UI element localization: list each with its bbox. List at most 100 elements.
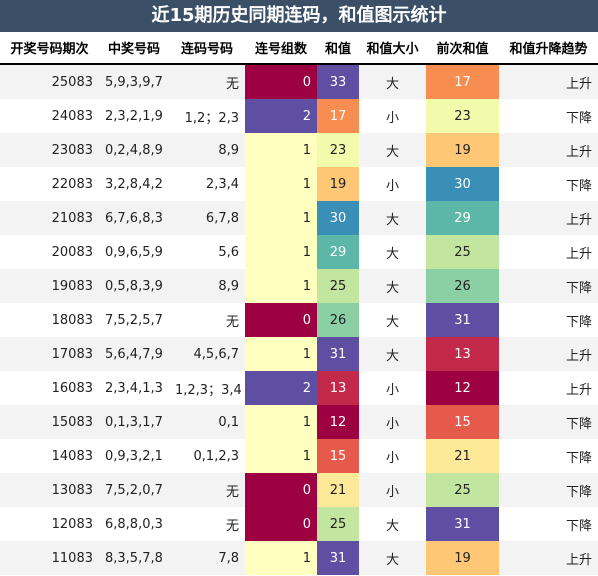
header-size: 和值大小 (359, 32, 426, 65)
cell-prev-sum: 29 (426, 201, 499, 235)
cell-issue: 24083 (0, 99, 99, 133)
header-issue: 开奖号码期次 (0, 32, 99, 65)
cell-size: 大 (359, 507, 426, 541)
cell-numbers: 0,5,8,3,9 (99, 269, 169, 303)
header-prev-sum: 前次和值 (426, 32, 499, 65)
cell-prev-sum: 31 (426, 303, 499, 337)
table-row: 11083 8,3,5,7,8 7,8 1 31 大 19 上升 (0, 541, 598, 575)
table-row: 22083 3,2,8,4,2 2,3,4 1 19 小 30 下降 (0, 167, 598, 201)
cell-consecutive: 0,1 (169, 405, 245, 439)
cell-consecutive: 0,1,2,3 (169, 439, 245, 473)
table-row: 19083 0,5,8,3,9 8,9 1 25 大 26 下降 (0, 269, 598, 303)
cell-consecutive: 1,2；2,3 (169, 99, 245, 133)
cell-consecutive: 1,2,3；3,4 (169, 371, 245, 405)
cell-groups: 0 (245, 473, 317, 507)
header-row: 开奖号码期次 中奖号码 连码号码 连号组数 和值 和值大小 前次和值 和值升降趋… (0, 32, 598, 65)
cell-size: 小 (359, 405, 426, 439)
cell-sum: 17 (317, 99, 359, 133)
cell-issue: 21083 (0, 201, 99, 235)
cell-numbers: 5,9,3,9,7 (99, 64, 169, 99)
cell-groups: 1 (245, 167, 317, 201)
cell-size: 大 (359, 303, 426, 337)
table-row: 17083 5,6,4,7,9 4,5,6,7 1 31 大 13 上升 (0, 337, 598, 371)
cell-prev-sum: 15 (426, 405, 499, 439)
cell-sum: 29 (317, 235, 359, 269)
cell-prev-sum: 19 (426, 133, 499, 167)
table-row: 14083 0,9,3,2,1 0,1,2,3 1 15 小 21 下降 (0, 439, 598, 473)
header-consecutive: 连码号码 (169, 32, 245, 65)
cell-trend: 上升 (499, 235, 598, 269)
cell-consecutive: 无 (169, 473, 245, 507)
cell-sum: 33 (317, 64, 359, 99)
cell-numbers: 7,5,2,5,7 (99, 303, 169, 337)
cell-size: 大 (359, 541, 426, 575)
cell-groups: 1 (245, 201, 317, 235)
cell-sum: 12 (317, 405, 359, 439)
cell-issue: 25083 (0, 64, 99, 99)
table-row: 18083 7,5,2,5,7 无 0 26 大 31 下降 (0, 303, 598, 337)
cell-numbers: 7,5,2,0,7 (99, 473, 169, 507)
cell-groups: 1 (245, 133, 317, 167)
cell-numbers: 6,8,8,0,3 (99, 507, 169, 541)
cell-consecutive: 4,5,6,7 (169, 337, 245, 371)
cell-prev-sum: 25 (426, 473, 499, 507)
cell-trend: 下降 (499, 473, 598, 507)
cell-groups: 1 (245, 337, 317, 371)
cell-issue: 22083 (0, 167, 99, 201)
cell-trend: 上升 (499, 337, 598, 371)
table-row: 15083 0,1,3,1,7 0,1 1 12 小 15 下降 (0, 405, 598, 439)
cell-prev-sum: 31 (426, 507, 499, 541)
cell-trend: 下降 (499, 269, 598, 303)
cell-size: 大 (359, 201, 426, 235)
cell-consecutive: 8,9 (169, 269, 245, 303)
cell-size: 大 (359, 235, 426, 269)
cell-sum: 26 (317, 303, 359, 337)
cell-groups: 1 (245, 439, 317, 473)
cell-size: 小 (359, 99, 426, 133)
cell-issue: 11083 (0, 541, 99, 575)
cell-sum: 21 (317, 473, 359, 507)
cell-groups: 0 (245, 507, 317, 541)
cell-issue: 23083 (0, 133, 99, 167)
cell-numbers: 6,7,6,8,3 (99, 201, 169, 235)
cell-size: 大 (359, 64, 426, 99)
header-sum: 和值 (317, 32, 359, 65)
cell-size: 小 (359, 371, 426, 405)
cell-numbers: 0,1,3,1,7 (99, 405, 169, 439)
cell-sum: 31 (317, 541, 359, 575)
cell-trend: 下降 (499, 167, 598, 201)
cell-consecutive: 无 (169, 64, 245, 99)
cell-groups: 1 (245, 235, 317, 269)
cell-prev-sum: 13 (426, 337, 499, 371)
stats-table: 开奖号码期次 中奖号码 连码号码 连号组数 和值 和值大小 前次和值 和值升降趋… (0, 32, 598, 575)
cell-numbers: 5,6,4,7,9 (99, 337, 169, 371)
cell-issue: 12083 (0, 507, 99, 541)
table-row: 20083 0,9,6,5,9 5,6 1 29 大 25 上升 (0, 235, 598, 269)
cell-numbers: 0,9,6,5,9 (99, 235, 169, 269)
cell-trend: 上升 (499, 133, 598, 167)
cell-consecutive: 8,9 (169, 133, 245, 167)
cell-trend: 下降 (499, 99, 598, 133)
cell-numbers: 2,3,2,1,9 (99, 99, 169, 133)
cell-groups: 0 (245, 303, 317, 337)
cell-prev-sum: 21 (426, 439, 499, 473)
table-row: 24083 2,3,2,1,9 1,2；2,3 2 17 小 23 下降 (0, 99, 598, 133)
header-groups: 连号组数 (245, 32, 317, 65)
cell-sum: 25 (317, 269, 359, 303)
cell-consecutive: 无 (169, 303, 245, 337)
table-row: 13083 7,5,2,0,7 无 0 21 小 25 下降 (0, 473, 598, 507)
cell-numbers: 8,3,5,7,8 (99, 541, 169, 575)
header-numbers: 中奖号码 (99, 32, 169, 65)
cell-trend: 上升 (499, 541, 598, 575)
cell-trend: 上升 (499, 201, 598, 235)
cell-size: 小 (359, 439, 426, 473)
cell-prev-sum: 30 (426, 167, 499, 201)
cell-consecutive: 无 (169, 507, 245, 541)
cell-trend: 下降 (499, 405, 598, 439)
cell-consecutive: 6,7,8 (169, 201, 245, 235)
table-row: 16083 2,3,4,1,3 1,2,3；3,4 2 13 小 12 上升 (0, 371, 598, 405)
cell-sum: 19 (317, 167, 359, 201)
cell-consecutive: 5,6 (169, 235, 245, 269)
cell-size: 大 (359, 269, 426, 303)
